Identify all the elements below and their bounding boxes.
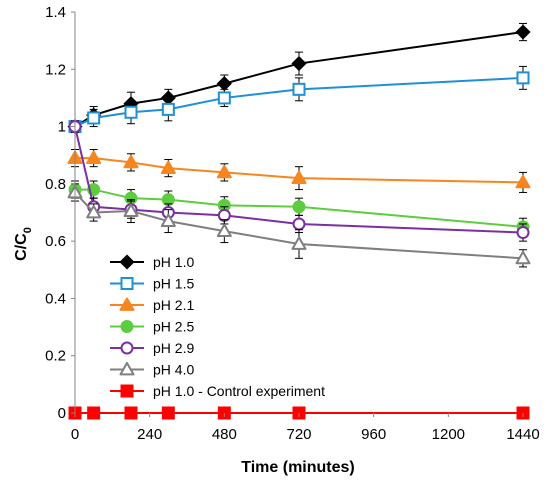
x-tick-label: 1200 [432,426,465,443]
y-tick-label: 0.6 [45,233,66,250]
data-point [292,200,306,214]
y-axis-title-main: C/C [13,233,30,261]
y-tick-label: 1.4 [45,4,66,21]
data-point [217,91,231,105]
x-tick-label: 1440 [506,426,539,443]
legend-marker [120,341,134,355]
y-tick-label: 1.2 [45,61,66,78]
data-point [160,160,176,174]
x-tick-label: 480 [212,426,237,443]
legend-entry-0: pH 1.0 [110,254,194,270]
y-tick-label: 0.4 [45,290,66,307]
legend-marker [120,277,134,290]
y-tick-label: 0.8 [45,176,66,193]
data-point [292,217,306,231]
data-point [216,223,232,237]
y-axis-title-sub: 0 [22,227,34,233]
data-point [515,250,531,265]
x-tick-label: 240 [137,426,162,443]
legend-entry-3: pH 2.5 [110,319,194,335]
x-tick-label: 720 [286,426,311,443]
x-axis-title: Time (minutes) [241,459,355,476]
data-point [291,170,307,185]
legend-entry-4: pH 2.9 [110,340,194,356]
series-2 [67,148,531,193]
legend-label: pH 2.9 [153,340,194,356]
legend-marker [119,297,135,311]
data-point [515,24,531,40]
legend-marker [120,384,134,398]
data-point [216,76,232,92]
legend-entry-1: pH 1.5 [110,276,194,292]
series-1 [68,65,530,134]
legend: pH 1.0 pH 1.5 pH 2.1 pH 2.5 pH 2.9 pH 4.0 pH 1… [110,254,325,399]
legend-label: pH 1.0 - Control experiment [153,383,325,399]
x-tick-label: 960 [361,426,386,443]
data-point [516,71,530,85]
legend-label: pH 2.1 [153,297,194,313]
data-point [123,154,139,169]
data-point [515,174,531,189]
data-point [160,213,176,227]
y-tick-label: 0 [58,405,66,422]
data-point [86,205,102,219]
legend-entry-2: pH 2.1 [110,297,194,313]
data-point [123,203,139,217]
legend-marker [120,320,134,333]
data-point [161,102,175,116]
data-point [87,406,101,420]
data-point [124,105,138,119]
legend-entry-6: pH 1.0 - Control experiment [110,383,325,399]
data-point [124,406,138,420]
legend-label: pH 1.5 [153,276,194,292]
legend-label: pH 2.5 [153,319,194,335]
data-point [291,55,307,72]
x-tick-label: 0 [71,426,79,443]
data-point [291,236,307,250]
axes: Time (minutes) C/C0 00.20.40.60.811.21.4… [13,4,540,476]
data-point [86,150,102,164]
data-point [87,111,101,125]
data-point [161,406,175,420]
legend-label: pH 1.0 [153,254,194,270]
y-tick-label: 0.2 [45,348,66,365]
data-point [292,82,306,96]
y-axis-title: C/C0 [13,227,34,261]
y-tick-label: 1 [58,119,66,136]
data-point [516,226,530,240]
plot-area [67,22,531,420]
data-point [216,164,232,179]
legend-entry-5: pH 4.0 [110,362,194,378]
legend-marker [119,254,135,270]
legend-marker [119,362,135,376]
legend-label: pH 4.0 [153,362,194,378]
